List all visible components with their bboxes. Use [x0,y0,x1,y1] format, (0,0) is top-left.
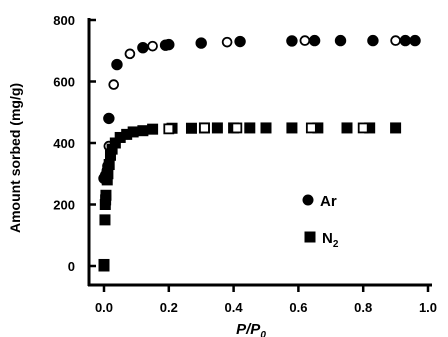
ar-adsorption-point [367,34,379,47]
ar-desorption-point [390,35,401,46]
n2-adsorption-point [137,125,149,137]
x-axis-title-subscript: 0 [260,330,266,337]
x-tick-label-0: 0.0 [95,300,113,315]
y-tick-label-0: 0 [68,259,75,274]
ar-adsorption-point [103,112,115,125]
n2-adsorption-point [102,168,114,180]
x-axis-title-main: P/P [236,321,261,337]
ar-adsorption-point [399,34,412,47]
y-axis-ticks: 0 200 400 600 800 [53,13,96,274]
ar-adsorption-point [286,35,298,47]
n2-desorption-point [199,122,210,134]
n2-adsorption-point [98,258,110,270]
y-tick-label-600: 600 [53,75,75,90]
n2-adsorption-point [127,126,139,138]
plot-axes: 0 200 400 600 800 0.0 0.2 0.4 0.6 0.8 1.0 [53,13,437,315]
ar-adsorption-point [137,41,149,54]
n2-adsorption-point [286,122,298,134]
x-tick-label-0_2: 0.2 [160,300,178,315]
x-tick-label-0_6: 0.6 [289,300,307,315]
n2-adsorption-point [211,122,223,134]
y-tick-label-200: 200 [53,198,75,213]
n2-adsorption-point [147,123,159,135]
y-axis-title: Amount sorbed (mg/g) [7,83,23,233]
plot-marks [98,34,421,272]
ar-adsorption-point [334,34,347,47]
series-ar [98,34,421,185]
legend-marker-n2 [304,231,316,243]
x-axis-title: P/P0 [236,321,266,337]
legend-item-ar: Ar [302,193,337,210]
x-axis-ticks: 0.0 0.2 0.4 0.6 0.8 1.0 [95,285,437,315]
n2-desorption-point [163,123,175,135]
ar-adsorption-point [409,34,421,47]
n2-adsorption-point [103,159,115,171]
legend: Ar N2 [302,193,339,250]
n2-adsorption-point [341,122,353,134]
ar-adsorption-point [163,38,175,51]
legend-item-n2: N2 [304,230,339,250]
series-n2 [98,122,402,272]
ar-adsorption-point [111,58,123,71]
legend-marker-ar [302,194,314,206]
n2-adsorption-point [260,122,272,134]
n2-desorption-point [305,122,317,134]
x-tick-label-0_4: 0.4 [225,300,244,315]
x-tick-label-1: 1.0 [419,300,437,315]
legend-label-n2: N2 [322,230,339,250]
y-tick-label-800: 800 [53,13,75,28]
y-tick-label-400: 400 [53,136,75,151]
n2-adsorption-point [100,189,112,201]
n2-desorption-point [357,122,369,134]
ar-adsorption-point [234,35,246,48]
ar-desorption-point [108,79,120,90]
n2-adsorption-point [390,122,402,134]
n2-adsorption-point [99,214,111,226]
ar-desorption-point [299,35,311,46]
ar-desorption-point [147,40,158,52]
legend-label-ar: Ar [320,193,337,210]
n2-desorption-point [231,122,243,134]
x-tick-label-0_8: 0.8 [354,300,372,315]
ar-desorption-point [221,36,233,48]
n2-adsorption-point [244,122,256,134]
ar-adsorption-point [195,37,207,49]
ar-desorption-point [124,48,136,60]
ar-adsorption-point [308,34,321,47]
n2-adsorption-point [185,122,197,134]
